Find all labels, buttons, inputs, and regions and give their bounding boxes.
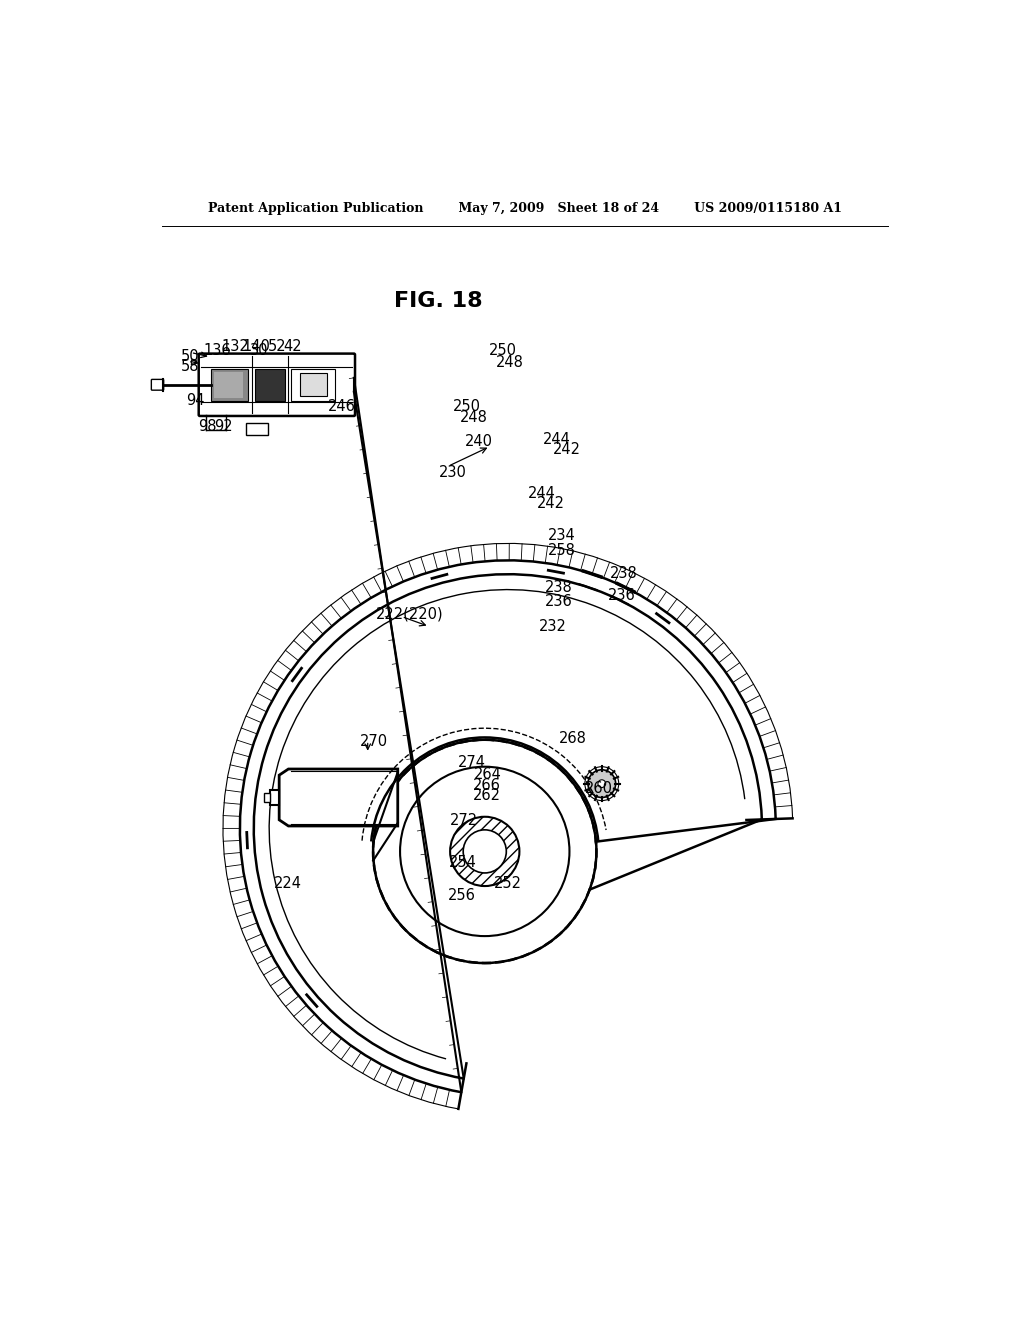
Text: 248: 248	[460, 411, 488, 425]
Circle shape	[373, 739, 596, 964]
Text: 236: 236	[608, 589, 636, 603]
Text: 222(220): 222(220)	[376, 607, 443, 622]
Text: 260: 260	[585, 780, 612, 796]
Text: 234: 234	[548, 528, 575, 543]
Bar	[300, 374, 327, 396]
Circle shape	[585, 767, 618, 800]
Circle shape	[588, 770, 615, 797]
Text: 250: 250	[453, 399, 480, 413]
Text: 230: 230	[438, 465, 467, 480]
Text: 258: 258	[548, 544, 575, 558]
Text: 254: 254	[450, 855, 477, 870]
Text: FIG. 18: FIG. 18	[394, 290, 483, 310]
Text: 240: 240	[465, 434, 493, 449]
Text: 242: 242	[538, 496, 565, 511]
FancyBboxPatch shape	[199, 354, 355, 416]
Circle shape	[463, 830, 506, 873]
Text: 250: 250	[488, 343, 517, 358]
Polygon shape	[270, 789, 280, 805]
Text: 238: 238	[609, 566, 637, 582]
Text: 266: 266	[472, 779, 501, 793]
Text: 98: 98	[199, 418, 217, 434]
Text: 270: 270	[360, 734, 388, 750]
Text: 136: 136	[204, 343, 231, 358]
Text: 242: 242	[553, 442, 581, 457]
Bar	[246, 422, 267, 434]
Text: 52: 52	[267, 339, 287, 354]
Text: Patent Application Publication        May 7, 2009   Sheet 18 of 24        US 200: Patent Application Publication May 7, 20…	[208, 202, 842, 215]
Text: 232: 232	[539, 619, 566, 634]
Circle shape	[451, 817, 519, 886]
Text: 248: 248	[497, 355, 524, 370]
Text: 274: 274	[458, 755, 485, 770]
Text: 42: 42	[283, 339, 302, 354]
Text: 244: 244	[543, 432, 570, 446]
Bar	[264, 793, 270, 803]
Text: 132: 132	[221, 339, 249, 354]
Text: 256: 256	[447, 888, 476, 903]
Polygon shape	[280, 770, 397, 826]
Text: 244: 244	[528, 487, 556, 502]
Text: 238: 238	[545, 581, 572, 595]
Bar	[211, 368, 248, 401]
Text: 92: 92	[214, 418, 232, 434]
Text: 268: 268	[559, 731, 587, 746]
Circle shape	[598, 780, 605, 788]
Text: 252: 252	[494, 876, 522, 891]
Bar	[291, 368, 336, 401]
Bar	[255, 368, 285, 401]
Text: 262: 262	[472, 788, 501, 804]
Text: 58: 58	[180, 359, 199, 374]
Circle shape	[400, 767, 569, 936]
Text: 30: 30	[250, 343, 268, 358]
Text: 264: 264	[474, 767, 502, 781]
FancyBboxPatch shape	[152, 379, 164, 391]
Text: 272: 272	[451, 813, 478, 828]
Text: 140: 140	[243, 339, 270, 354]
Text: 246: 246	[328, 399, 355, 413]
Text: 224: 224	[273, 876, 302, 891]
Text: 94: 94	[186, 393, 205, 408]
Text: 236: 236	[545, 594, 572, 610]
Bar	[214, 372, 243, 397]
Text: 50: 50	[180, 350, 200, 364]
